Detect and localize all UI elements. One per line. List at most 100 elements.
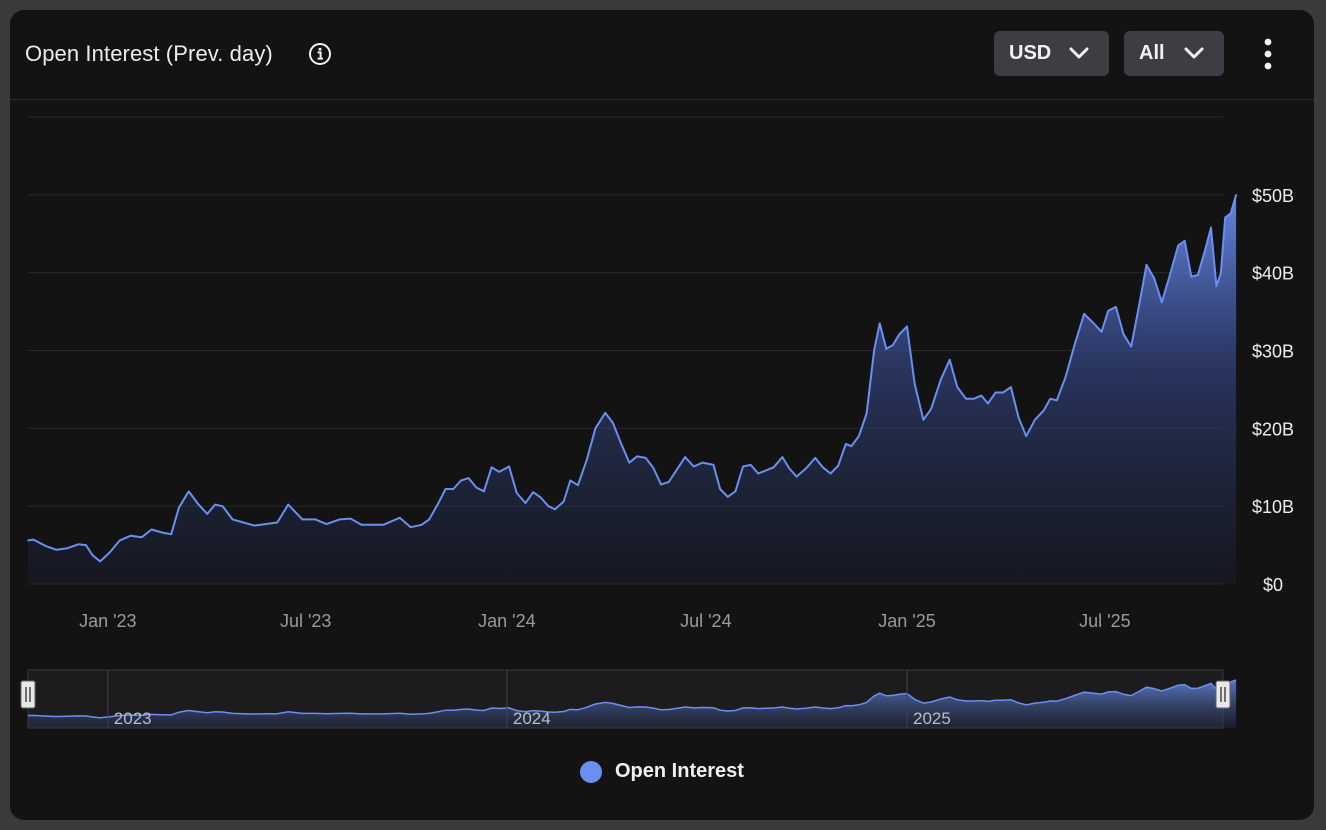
data-point xyxy=(140,536,143,539)
data-point xyxy=(757,472,760,475)
data-point xyxy=(814,457,816,459)
x-tick-label: Jan '25 xyxy=(878,611,935,631)
data-point xyxy=(1092,321,1094,324)
data-point xyxy=(150,528,153,531)
data-point xyxy=(922,418,925,421)
data-point xyxy=(652,467,655,469)
navigator-tick-label: 2025 xyxy=(913,709,951,728)
data-point xyxy=(409,526,412,528)
data-point xyxy=(676,468,679,470)
data-point xyxy=(460,479,462,482)
data-point xyxy=(829,472,832,475)
data-point xyxy=(178,506,180,509)
data-point xyxy=(850,445,853,448)
data-point xyxy=(1100,331,1103,333)
navigator-tick-label: 2024 xyxy=(513,709,551,728)
info-icon[interactable] xyxy=(308,42,332,66)
card-header: Open Interest (Prev. day) USD All xyxy=(10,10,1314,100)
data-point xyxy=(1083,313,1085,315)
data-point xyxy=(276,521,279,524)
data-point xyxy=(1224,216,1226,219)
data-point xyxy=(1115,306,1117,308)
data-point xyxy=(242,521,245,524)
data-point xyxy=(1160,301,1163,304)
data-point xyxy=(612,422,614,424)
data-point xyxy=(314,518,317,521)
data-point xyxy=(161,531,164,534)
data-point xyxy=(508,465,510,468)
x-tick-label: Jan '23 xyxy=(79,611,136,631)
data-point xyxy=(878,322,881,325)
data-point xyxy=(987,402,989,405)
data-point xyxy=(972,397,975,400)
range-dropdown[interactable]: All xyxy=(1124,31,1224,76)
data-point xyxy=(1049,397,1052,400)
data-point xyxy=(1197,274,1199,276)
data-point xyxy=(325,523,328,525)
data-point xyxy=(349,517,352,520)
y-tick-label: $0 xyxy=(1263,575,1283,595)
handle-grip xyxy=(1215,680,1231,709)
data-point xyxy=(837,464,839,467)
data-point xyxy=(554,508,556,511)
data-point xyxy=(1145,264,1148,266)
data-point xyxy=(1138,306,1140,308)
data-point xyxy=(940,378,942,381)
data-point xyxy=(1204,247,1207,250)
data-point xyxy=(55,548,58,551)
data-point xyxy=(865,412,868,415)
data-point xyxy=(1122,333,1125,335)
data-point xyxy=(1183,239,1186,242)
data-point xyxy=(1215,285,1218,287)
data-point xyxy=(734,490,737,493)
data-point xyxy=(693,465,695,468)
data-point xyxy=(585,459,588,462)
data-point xyxy=(428,518,431,521)
data-point xyxy=(885,348,888,350)
data-point xyxy=(980,394,983,397)
data-point xyxy=(27,539,29,542)
data-point xyxy=(1229,212,1232,215)
data-point xyxy=(231,518,234,521)
data-point xyxy=(913,383,916,385)
data-point xyxy=(467,477,470,479)
more-options-icon[interactable] xyxy=(1254,36,1282,72)
data-point xyxy=(892,344,894,346)
data-point xyxy=(1168,275,1171,278)
currency-dropdown[interactable]: USD xyxy=(994,31,1109,76)
data-point xyxy=(197,503,200,506)
data-point xyxy=(1073,345,1076,347)
data-point xyxy=(1107,310,1110,312)
data-point xyxy=(1130,345,1132,348)
data-point xyxy=(749,464,752,466)
data-point xyxy=(742,465,744,468)
data-point xyxy=(498,471,501,473)
legend-item-open-interest[interactable]: Open Interest xyxy=(580,760,744,783)
data-point xyxy=(644,457,647,459)
data-point xyxy=(1056,399,1058,402)
data-point xyxy=(994,391,997,394)
data-point xyxy=(119,539,121,542)
y-tick-label: $50B xyxy=(1252,186,1294,206)
range-dropdown-label: All xyxy=(1139,42,1165,64)
data-point xyxy=(636,455,638,458)
series-area xyxy=(28,194,1237,585)
data-point xyxy=(214,503,216,506)
data-point xyxy=(475,486,478,489)
data-point xyxy=(539,496,542,499)
data-point xyxy=(906,325,908,328)
data-point xyxy=(1220,272,1222,275)
data-point xyxy=(532,491,534,493)
navigator-tick-label: 2023 xyxy=(114,709,152,728)
range-navigator[interactable]: 2023 2024 2025 xyxy=(10,665,1314,735)
open-interest-chart[interactable]: $0 $10B $20B $30B $40B $50B Jan '23 Jul '23 Jan … xyxy=(10,100,1314,645)
data-point xyxy=(956,386,959,388)
navigator-handle-right[interactable] xyxy=(1215,680,1231,709)
data-point xyxy=(667,481,670,483)
data-point xyxy=(99,560,101,563)
x-tick-label: Jul '23 xyxy=(280,611,331,631)
data-point xyxy=(1210,226,1212,229)
navigator-handle-left[interactable] xyxy=(20,680,36,709)
data-point xyxy=(594,427,597,430)
y-tick-label: $40B xyxy=(1252,264,1294,284)
